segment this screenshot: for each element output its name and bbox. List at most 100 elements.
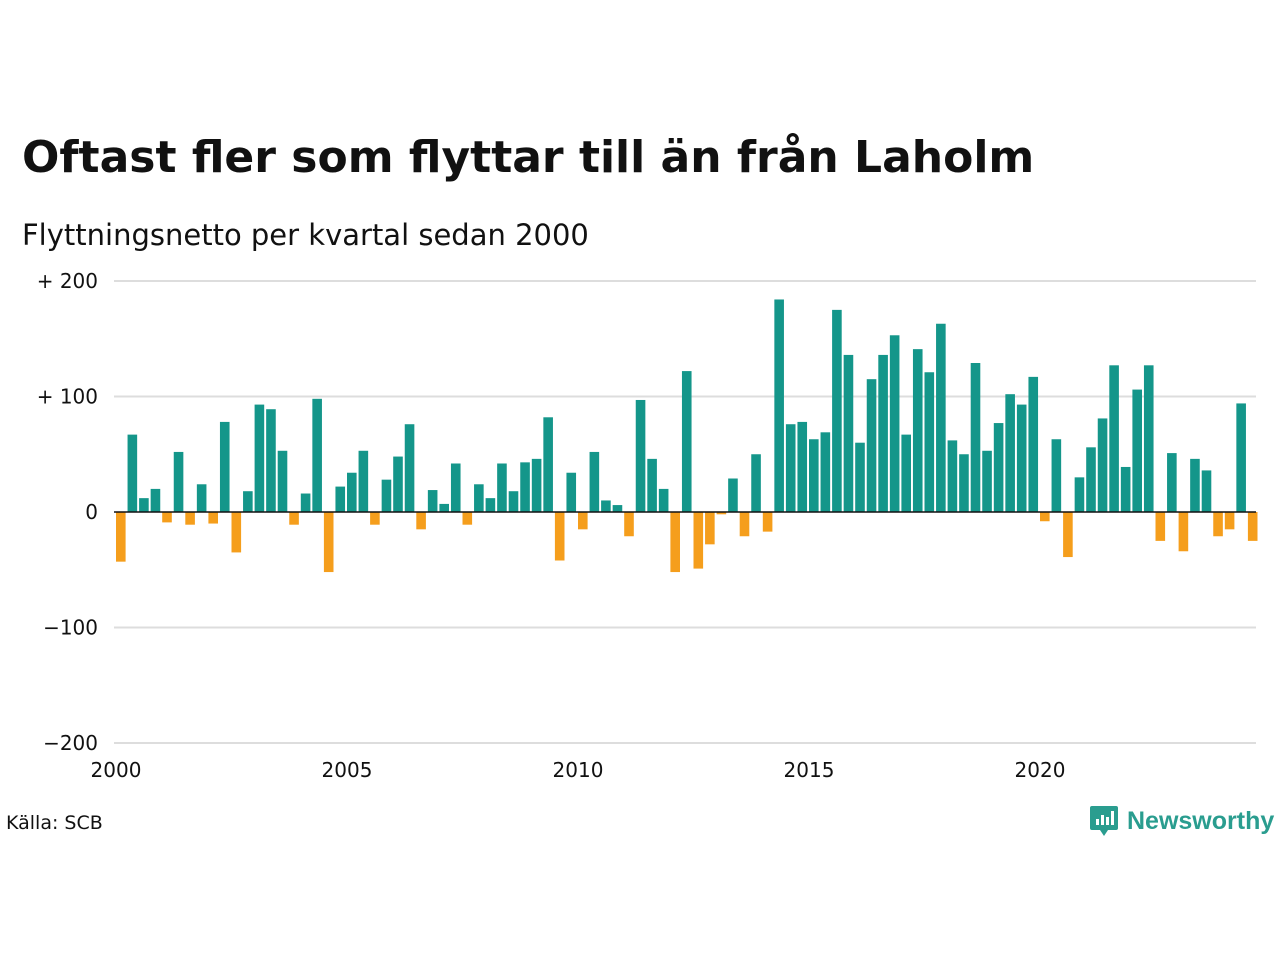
bar-2007-q2 xyxy=(450,463,461,512)
bar-2018-q4 xyxy=(982,450,992,512)
bar-2013-q1 xyxy=(716,512,727,515)
bar-2000-q2 xyxy=(127,434,138,512)
newsworthy-logo[interactable]: Newsworthy xyxy=(1089,804,1274,838)
bar-2024-q1 xyxy=(1224,512,1235,530)
bar-2014-q2 xyxy=(774,299,784,512)
bar-2021-q1 xyxy=(1086,447,1096,512)
bar-2010-q2 xyxy=(589,451,600,512)
bar-2011-q1 xyxy=(624,512,634,537)
bar-2000-q1 xyxy=(116,512,126,562)
bar-2009-q1 xyxy=(531,458,542,512)
bar-2004-q1 xyxy=(300,493,311,512)
bar-2000-q4 xyxy=(150,488,161,512)
bar-2011-q3 xyxy=(647,458,657,512)
bar-2015-q4 xyxy=(843,354,854,512)
bar-2022-q4 xyxy=(1167,453,1177,512)
bar-2024-q3 xyxy=(1247,512,1258,541)
bar-2008-q1 xyxy=(485,498,496,512)
bar-2022-q3 xyxy=(1155,512,1166,541)
bar-2012-q3 xyxy=(693,512,704,569)
bar-2017-q1 xyxy=(901,434,911,512)
bar-2002-q2 xyxy=(219,421,230,512)
bar-2020-q3 xyxy=(1063,512,1073,558)
bar-2017-q2 xyxy=(912,349,923,512)
bar-2011-q2 xyxy=(635,399,646,512)
bar-2008-q3 xyxy=(508,491,519,512)
bar-2018-q1 xyxy=(947,440,958,512)
bar-2009-q4 xyxy=(566,472,577,512)
bar-2010-q1 xyxy=(578,512,588,530)
bar-2006-q2 xyxy=(404,424,415,512)
bar-2008-q4 xyxy=(520,462,530,512)
bar-2023-q2 xyxy=(1190,458,1200,512)
bar-2002-q4 xyxy=(243,491,253,512)
bar-2004-q2 xyxy=(312,398,322,512)
bar-2006-q3 xyxy=(416,512,426,530)
bar-2014-q3 xyxy=(785,424,796,512)
bar-2024-q2 xyxy=(1236,403,1246,512)
x-tick-label: 2005 xyxy=(322,758,373,782)
bar-2004-q3 xyxy=(323,512,334,573)
bar-2017-q3 xyxy=(924,372,935,512)
bar-2001-q2 xyxy=(173,451,184,512)
bar-2011-q4 xyxy=(658,488,669,512)
bar-2005-q4 xyxy=(381,479,392,512)
x-tick-label: 2020 xyxy=(1015,758,1066,782)
bar-2016-q2 xyxy=(866,379,877,512)
bar-2010-q3 xyxy=(601,500,611,512)
bar-2021-q4 xyxy=(1120,466,1131,512)
bar-2001-q4 xyxy=(196,484,207,512)
bar-2006-q1 xyxy=(393,456,403,512)
bar-2005-q2 xyxy=(358,450,369,512)
chart-title: Oftast fler som flyttar till än från Lah… xyxy=(22,132,1035,183)
bar-2009-q3 xyxy=(554,512,565,561)
bar-2013-q4 xyxy=(751,454,761,512)
bar-2003-q1 xyxy=(254,404,265,512)
bar-2023-q1 xyxy=(1178,512,1189,552)
bar-2007-q1 xyxy=(439,503,449,512)
y-axis-ticks: + 200 + 100 0 −100 −200 xyxy=(37,269,98,755)
bar-2015-q3 xyxy=(832,309,842,513)
newsworthy-icon xyxy=(1090,806,1118,836)
bar-2002-q3 xyxy=(231,512,242,553)
gridlines xyxy=(114,280,1256,744)
bars xyxy=(116,299,1258,573)
x-tick-label: 2000 xyxy=(91,758,142,782)
bar-2019-q3 xyxy=(1016,404,1027,512)
bar-2020-q2 xyxy=(1051,439,1062,512)
bar-2001-q1 xyxy=(162,512,172,523)
bar-2015-q1 xyxy=(809,439,819,512)
bar-2016-q4 xyxy=(889,335,900,512)
bar-2002-q1 xyxy=(208,512,218,524)
bar-2019-q1 xyxy=(993,423,1004,512)
bar-2018-q3 xyxy=(970,363,981,512)
bar-2019-q2 xyxy=(1005,394,1015,512)
bar-2012-q1 xyxy=(670,512,680,573)
bar-2007-q4 xyxy=(474,484,484,512)
brand-label: Newsworthy xyxy=(1127,806,1275,835)
bar-2013-q2 xyxy=(728,478,738,512)
bar-2012-q2 xyxy=(681,371,692,512)
bar-2010-q4 xyxy=(612,505,623,512)
bar-2005-q1 xyxy=(347,472,357,512)
y-tick-label: + 100 xyxy=(37,385,98,409)
bar-2019-q4 xyxy=(1028,376,1039,512)
chart-subtitle: Flyttningsnetto per kvartal sedan 2000 xyxy=(22,218,589,252)
y-tick-label: + 200 xyxy=(37,269,98,293)
bar-2018-q2 xyxy=(959,454,969,512)
bar-2003-q3 xyxy=(277,450,288,512)
bar-2021-q3 xyxy=(1109,365,1119,512)
bar-2001-q3 xyxy=(185,512,195,525)
bar-2022-q1 xyxy=(1132,389,1142,512)
x-tick-label: 2015 xyxy=(784,758,835,782)
bar-2020-q4 xyxy=(1074,477,1085,512)
x-tick-label: 2010 xyxy=(553,758,604,782)
y-tick-label: 0 xyxy=(85,500,98,524)
bar-2013-q3 xyxy=(739,512,750,537)
y-tick-label: −200 xyxy=(43,731,98,755)
bar-2008-q2 xyxy=(497,463,507,512)
bar-2014-q4 xyxy=(797,421,808,512)
bar-2005-q3 xyxy=(370,512,380,525)
bar-2023-q4 xyxy=(1213,512,1223,537)
